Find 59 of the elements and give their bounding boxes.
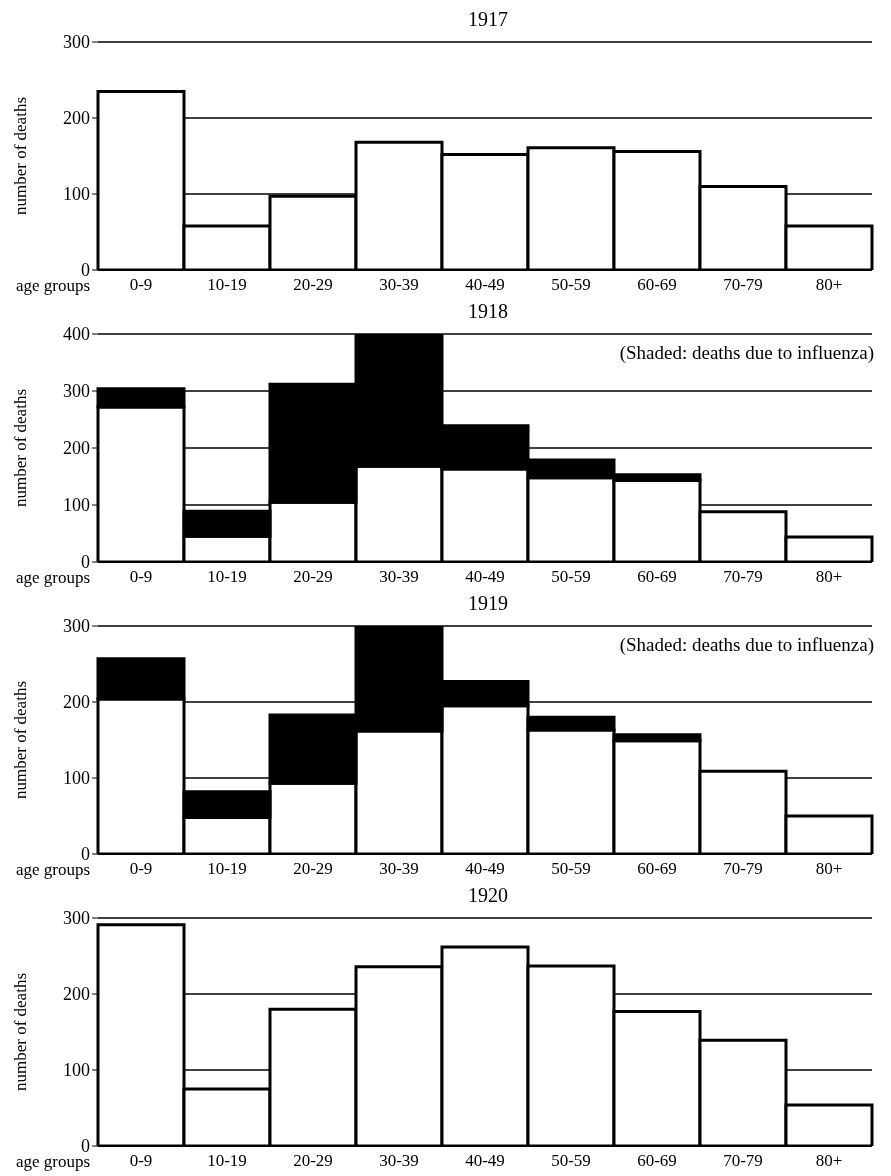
- y-axis-title: number of deaths: [11, 680, 31, 800]
- y-tick-label: 200: [63, 438, 90, 459]
- annotation: (Shaded: deaths due to influenza): [619, 634, 874, 656]
- x-tick-label: 20-29: [293, 859, 333, 879]
- x-tick-label: 0-9: [129, 567, 153, 587]
- x-tick-label: 40-49: [465, 859, 505, 879]
- y-tick-label: 100: [63, 495, 90, 516]
- x-tick-label: 40-49: [465, 275, 505, 295]
- x-tick-label: 60-69: [637, 275, 677, 295]
- x-tick-label: 60-69: [637, 859, 677, 879]
- x-tick-label: 30-39: [379, 275, 419, 295]
- x-tick-label: 80+: [815, 275, 843, 295]
- x-tick-label: 70-79: [723, 859, 763, 879]
- chart-title: 1917: [467, 8, 509, 32]
- x-tick-label: 20-29: [293, 567, 333, 587]
- y-tick-label: 200: [63, 108, 90, 129]
- x-tick-label: 10-19: [207, 859, 247, 879]
- x-tick-label: 30-39: [379, 859, 419, 879]
- y-tick-label: 300: [63, 381, 90, 402]
- y-tick-label: 300: [63, 32, 90, 53]
- x-tick-label: 30-39: [379, 1151, 419, 1171]
- x-tick-label: 20-29: [293, 1151, 333, 1171]
- x-tick-label: 10-19: [207, 567, 247, 587]
- y-tick-label: 200: [63, 692, 90, 713]
- y-tick-label: 100: [63, 184, 90, 205]
- x-tick-label: 0-9: [129, 275, 153, 295]
- y-tick-label: 400: [63, 324, 90, 345]
- x-tick-label: 60-69: [637, 1151, 677, 1171]
- y-tick-label: 100: [63, 1060, 90, 1081]
- x-tick-label: 50-59: [551, 275, 591, 295]
- y-axis-title: number of deaths: [11, 96, 31, 216]
- y-axis-title: number of deaths: [11, 388, 31, 508]
- chart-title: 1920: [467, 884, 509, 908]
- chart-title: 1918: [467, 300, 509, 324]
- x-tick-label: 60-69: [637, 567, 677, 587]
- x-tick-label: 70-79: [723, 1151, 763, 1171]
- x-tick-label: 70-79: [723, 567, 763, 587]
- y-tick-label: 100: [63, 768, 90, 789]
- x-tick-label: 40-49: [465, 567, 505, 587]
- y-axis-title: number of deaths: [11, 972, 31, 1092]
- x-tick-label: 20-29: [293, 275, 333, 295]
- y-tick-label: 300: [63, 616, 90, 637]
- annotation: (Shaded: deaths due to influenza): [619, 342, 874, 364]
- x-tick-label: 80+: [815, 567, 843, 587]
- x-tick-label: 50-59: [551, 859, 591, 879]
- x-tick-label: 70-79: [723, 275, 763, 295]
- y-tick-label: 300: [63, 908, 90, 929]
- x-tick-label: 80+: [815, 859, 843, 879]
- x-tick-label: 30-39: [379, 567, 419, 587]
- x-tick-label: 50-59: [551, 1151, 591, 1171]
- x-tick-label: 50-59: [551, 567, 591, 587]
- x-tick-label: 0-9: [129, 859, 153, 879]
- y-tick-label: 200: [63, 984, 90, 1005]
- x-tick-label: 10-19: [207, 1151, 247, 1171]
- chart-title: 1919: [467, 592, 509, 616]
- x-tick-label: 80+: [815, 1151, 843, 1171]
- x-tick-label: 0-9: [129, 1151, 153, 1171]
- x-tick-label: 40-49: [465, 1151, 505, 1171]
- x-tick-label: 10-19: [207, 275, 247, 295]
